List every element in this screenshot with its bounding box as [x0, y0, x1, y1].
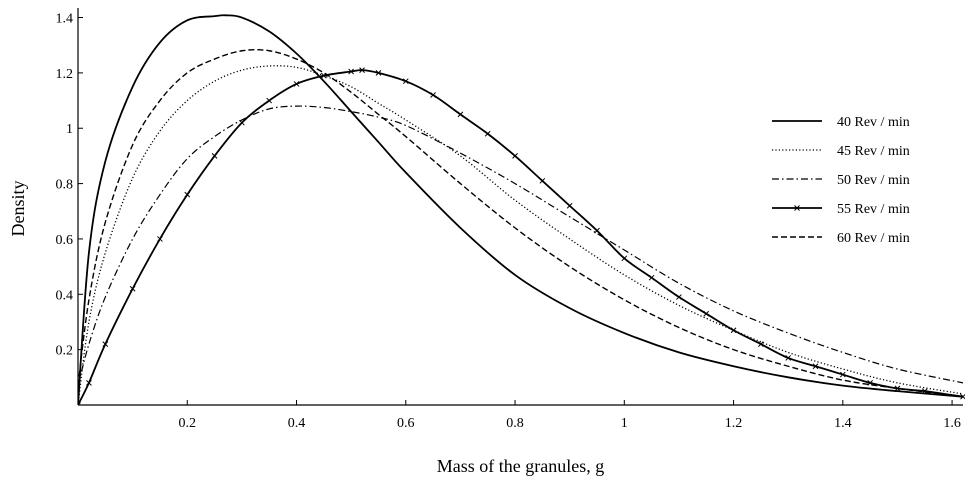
y-tick-label: 0.2 — [56, 344, 74, 359]
data-point — [78, 402, 81, 405]
data-point — [758, 341, 764, 347]
axes: 0.2 0.4 0.6 0.8 1 1.2 1.4 1.6 0.2 0.4 0.6 0.8 1 1.2 1.… — [56, 8, 963, 431]
series-2 — [78, 65, 964, 405]
legend-item: 60 Rev / min — [772, 231, 910, 246]
y-tick-label: 0.8 — [56, 178, 74, 193]
data-point — [102, 341, 109, 347]
legend: 40 Rev / min 45 Rev / min 50 Rev / min 55 R… — [772, 115, 910, 246]
x-tick-label: 0.8 — [506, 416, 524, 431]
data-point — [457, 111, 464, 118]
series-line — [78, 49, 964, 398]
data-point — [184, 191, 191, 198]
y-tick-label: 1.2 — [56, 67, 74, 82]
legend-label: 45 Rev / min — [837, 144, 910, 159]
data-point — [129, 285, 136, 292]
data-point — [348, 68, 355, 75]
data-point — [293, 81, 300, 87]
series-line — [78, 69, 964, 405]
legend-label: 50 Rev / min — [837, 173, 910, 188]
data-point — [594, 227, 600, 234]
plot-area — [78, 14, 965, 405]
x-tick-label: 0.6 — [397, 416, 415, 431]
x-axis-title: Mass of the granules, g — [437, 456, 604, 476]
legend-item: 40 Rev / min — [772, 115, 910, 130]
data-point — [375, 70, 382, 76]
series-line — [78, 14, 964, 405]
legend-item: 55 Rev / min — [772, 202, 910, 217]
data-point — [648, 274, 655, 281]
data-point — [402, 78, 409, 85]
x-tick-label: 1 — [621, 416, 628, 431]
x-tick-label: 0.2 — [179, 416, 197, 431]
x-tick-label: 1.2 — [725, 416, 743, 431]
data-point — [676, 294, 682, 300]
series-5 — [78, 49, 964, 398]
data-point — [211, 153, 218, 159]
data-point — [484, 130, 491, 137]
legend-item: 45 Rev / min — [772, 144, 910, 159]
data-point — [359, 67, 365, 73]
x-tick-label: 1.4 — [834, 416, 852, 431]
x-tick-label: 0.4 — [288, 416, 306, 431]
data-point — [812, 363, 819, 370]
data-point — [86, 380, 92, 386]
data-point — [785, 355, 792, 361]
series-line — [78, 65, 964, 405]
data-point — [430, 92, 436, 98]
y-tick-label: 1 — [66, 122, 73, 137]
y-tick-label: 1.4 — [56, 12, 74, 27]
y-axis-title: Density — [8, 181, 28, 237]
series-line — [78, 105, 964, 386]
data-point — [730, 327, 737, 334]
legend-label: 60 Rev / min — [837, 231, 910, 246]
legend-label: 55 Rev / min — [837, 202, 910, 217]
x-tick-label: 1.6 — [943, 416, 961, 431]
legend-marker — [794, 205, 800, 211]
data-point — [266, 97, 273, 104]
data-point — [894, 385, 901, 392]
data-point — [239, 119, 245, 126]
data-point — [621, 255, 628, 262]
data-point — [157, 236, 163, 242]
legend-label: 40 Rev / min — [837, 115, 910, 130]
series-3 — [78, 105, 964, 386]
data-point — [512, 153, 518, 159]
series-4 — [78, 67, 965, 405]
y-tick-label: 0.6 — [56, 233, 74, 248]
data-point — [566, 202, 573, 209]
series-1 — [78, 14, 964, 405]
data-point — [839, 371, 846, 378]
data-point — [539, 177, 546, 184]
legend-item: 50 Rev / min — [772, 173, 910, 188]
data-point — [703, 310, 710, 317]
y-tick-label: 0.4 — [56, 288, 74, 303]
